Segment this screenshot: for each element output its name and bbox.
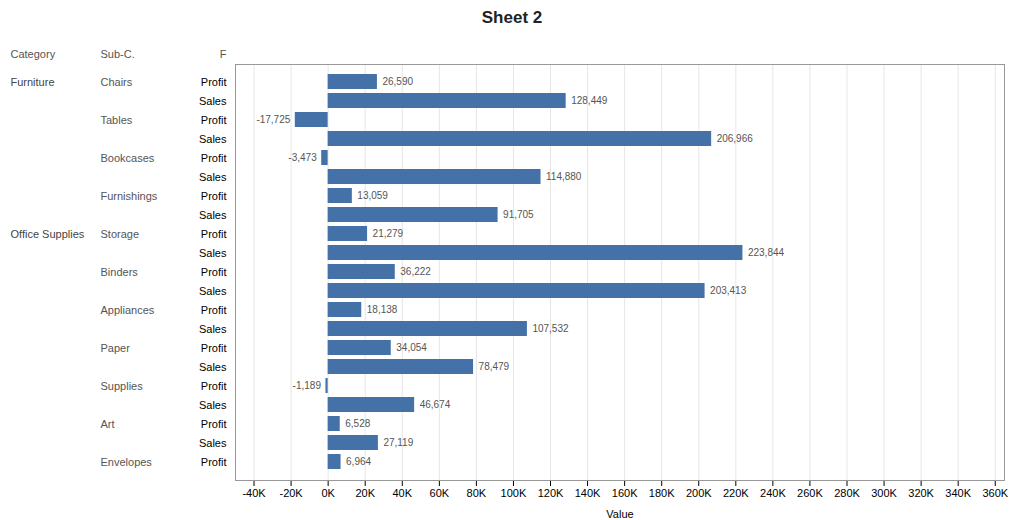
svg-text:Value: Value (606, 508, 633, 520)
svg-text:Sales: Sales (199, 133, 227, 145)
svg-text:Profit: Profit (201, 114, 227, 126)
svg-text:-40K: -40K (242, 487, 266, 499)
svg-text:220K: 220K (723, 487, 749, 499)
svg-text:6,528: 6,528 (345, 418, 370, 429)
svg-text:40K: 40K (392, 487, 412, 499)
svg-text:80K: 80K (467, 487, 487, 499)
svg-text:26,590: 26,590 (382, 76, 413, 87)
svg-text:Profit: Profit (201, 190, 227, 202)
svg-text:Furniture: Furniture (11, 76, 55, 88)
html-text:Sheet 2: Sheet 2 (481, 8, 543, 27)
svg-text:Profit: Profit (201, 418, 227, 430)
svg-text:Sales: Sales (199, 247, 227, 259)
svg-text:Profit: Profit (201, 228, 227, 240)
svg-text:320K: 320K (908, 487, 934, 499)
svg-text:Profit: Profit (201, 76, 227, 88)
svg-text:60K: 60K (430, 487, 450, 499)
svg-text:Art: Art (101, 418, 115, 430)
svg-text:Profit: Profit (201, 456, 227, 468)
svg-text:-17,725: -17,725 (256, 114, 290, 125)
svg-text:260K: 260K (797, 487, 823, 499)
svg-text:27,119: 27,119 (383, 437, 413, 448)
svg-text:Category: Category (11, 48, 56, 60)
svg-text:-3,473: -3,473 (288, 152, 317, 163)
svg-text:36,222: 36,222 (400, 266, 431, 277)
svg-text:46,674: 46,674 (420, 399, 451, 410)
svg-text:6,964: 6,964 (346, 456, 371, 467)
svg-text:Paper: Paper (101, 342, 131, 354)
svg-text:Sales: Sales (199, 323, 227, 335)
svg-text:Bookcases: Bookcases (101, 152, 155, 164)
svg-text:Sales: Sales (199, 95, 227, 107)
svg-text:Furnishings: Furnishings (101, 190, 158, 202)
svg-text:Profit: Profit (201, 152, 227, 164)
svg-text:Sales: Sales (199, 437, 227, 449)
svg-text:300K: 300K (871, 487, 897, 499)
svg-text:-1,189: -1,189 (293, 380, 322, 391)
svg-text:Sales: Sales (199, 285, 227, 297)
svg-text:Binders: Binders (101, 266, 139, 278)
svg-text:Sales: Sales (199, 171, 227, 183)
svg-text:Chairs: Chairs (101, 76, 133, 88)
svg-text:Sales: Sales (199, 209, 227, 221)
svg-text:0K: 0K (321, 487, 335, 499)
svg-text:Envelopes: Envelopes (101, 456, 153, 468)
svg-text:Supplies: Supplies (101, 380, 144, 392)
svg-text:140K: 140K (575, 487, 601, 499)
svg-text:Sub-C.: Sub-C. (101, 48, 135, 60)
svg-text:Sales: Sales (199, 399, 227, 411)
svg-text:-20K: -20K (279, 487, 303, 499)
svg-text:Tables: Tables (101, 114, 133, 126)
svg-text:78,479: 78,479 (479, 361, 510, 372)
svg-text:160K: 160K (612, 487, 638, 499)
svg-text:Profit: Profit (201, 304, 227, 316)
svg-text:Office Supplies: Office Supplies (11, 228, 85, 240)
svg-text:Profit: Profit (201, 380, 227, 392)
svg-text:Profit: Profit (201, 342, 227, 354)
svg-text:107,532: 107,532 (532, 323, 569, 334)
svg-text:203,413: 203,413 (710, 285, 747, 296)
svg-text:360K: 360K (982, 487, 1008, 499)
svg-text:Storage: Storage (101, 228, 140, 240)
svg-text:13,059: 13,059 (357, 190, 388, 201)
svg-text:206,966: 206,966 (717, 133, 754, 144)
svg-text:200K: 200K (686, 487, 712, 499)
svg-text:20K: 20K (355, 487, 375, 499)
svg-text:Appliances: Appliances (101, 304, 155, 316)
svg-text:100K: 100K (501, 487, 527, 499)
svg-text:180K: 180K (649, 487, 675, 499)
svg-text:18,138: 18,138 (367, 304, 398, 315)
svg-text:240K: 240K (760, 487, 786, 499)
svg-text:Profit: Profit (201, 266, 227, 278)
svg-text:21,279: 21,279 (373, 228, 404, 239)
svg-text:128,449: 128,449 (571, 95, 608, 106)
svg-text:223,844: 223,844 (748, 247, 785, 258)
svg-text:114,880: 114,880 (546, 171, 582, 182)
svg-text:F: F (220, 48, 227, 60)
svg-text:120K: 120K (538, 487, 564, 499)
svg-text:280K: 280K (834, 487, 860, 499)
svg-text:Sales: Sales (199, 361, 227, 373)
svg-text:34,054: 34,054 (396, 342, 427, 353)
svg-text:91,705: 91,705 (503, 209, 534, 220)
svg-text:340K: 340K (945, 487, 971, 499)
